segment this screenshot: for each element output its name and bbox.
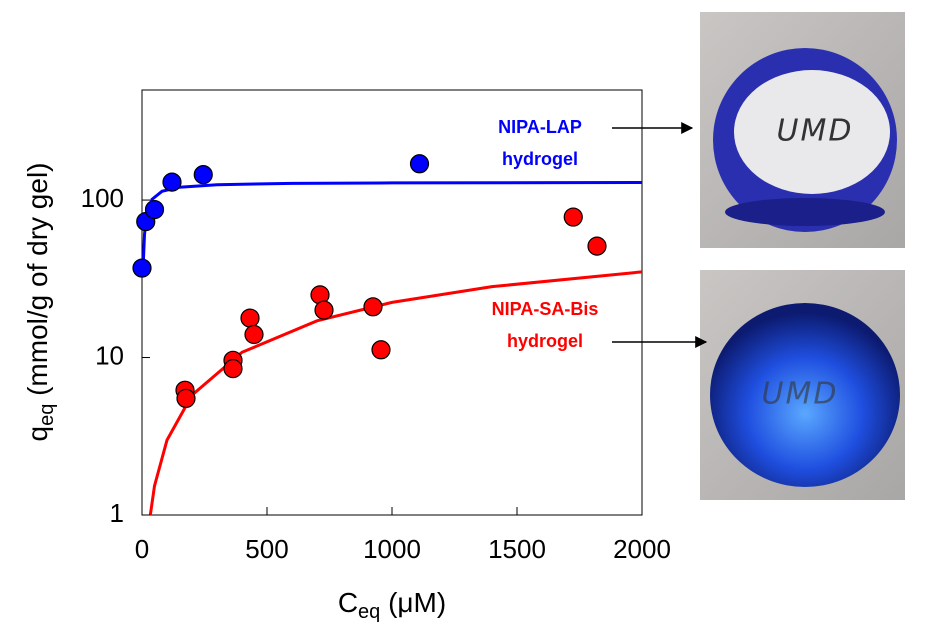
figure: UMD UMD Ceq (μM) qeq (mmol/g of dry gel)…: [0, 0, 934, 635]
data-point: [564, 208, 582, 226]
y-tick-label: 100: [81, 183, 124, 213]
annotation: NIPA-SA-Bis: [492, 299, 599, 319]
data-point: [133, 259, 151, 277]
data-point: [588, 237, 606, 255]
photo-caption: UMD: [777, 114, 854, 149]
annotation: hydrogel: [507, 331, 583, 351]
data-point: [163, 173, 181, 191]
data-point: [372, 341, 390, 359]
plot-area: [143, 182, 642, 520]
data-point: [194, 166, 212, 184]
data-point: [177, 389, 195, 407]
data-point: [364, 298, 382, 316]
y-tick-label: 1: [110, 498, 124, 528]
data-point: [411, 155, 429, 173]
x-tick-label: 0: [135, 534, 149, 564]
annotation: NIPA-LAP: [498, 117, 582, 137]
data-point: [224, 360, 242, 378]
x-tick-label: 500: [245, 534, 288, 564]
x-tick-label: 2000: [613, 534, 671, 564]
photo-bottom: UMD: [700, 270, 905, 500]
annotation: hydrogel: [502, 149, 578, 169]
photo-top: UMD: [700, 12, 905, 248]
data-point: [146, 201, 164, 219]
x-tick-label: 1000: [363, 534, 421, 564]
x-axis-label: Ceq (μM): [338, 587, 446, 623]
x-tick-label: 1500: [488, 534, 546, 564]
data-point: [241, 309, 259, 327]
data-point: [315, 301, 333, 319]
y-tick-label: 10: [95, 340, 124, 370]
photo-caption: UMD: [762, 377, 839, 412]
data-point: [245, 326, 263, 344]
y-axis-label: qeq (mmol/g of dry gel): [22, 163, 58, 442]
